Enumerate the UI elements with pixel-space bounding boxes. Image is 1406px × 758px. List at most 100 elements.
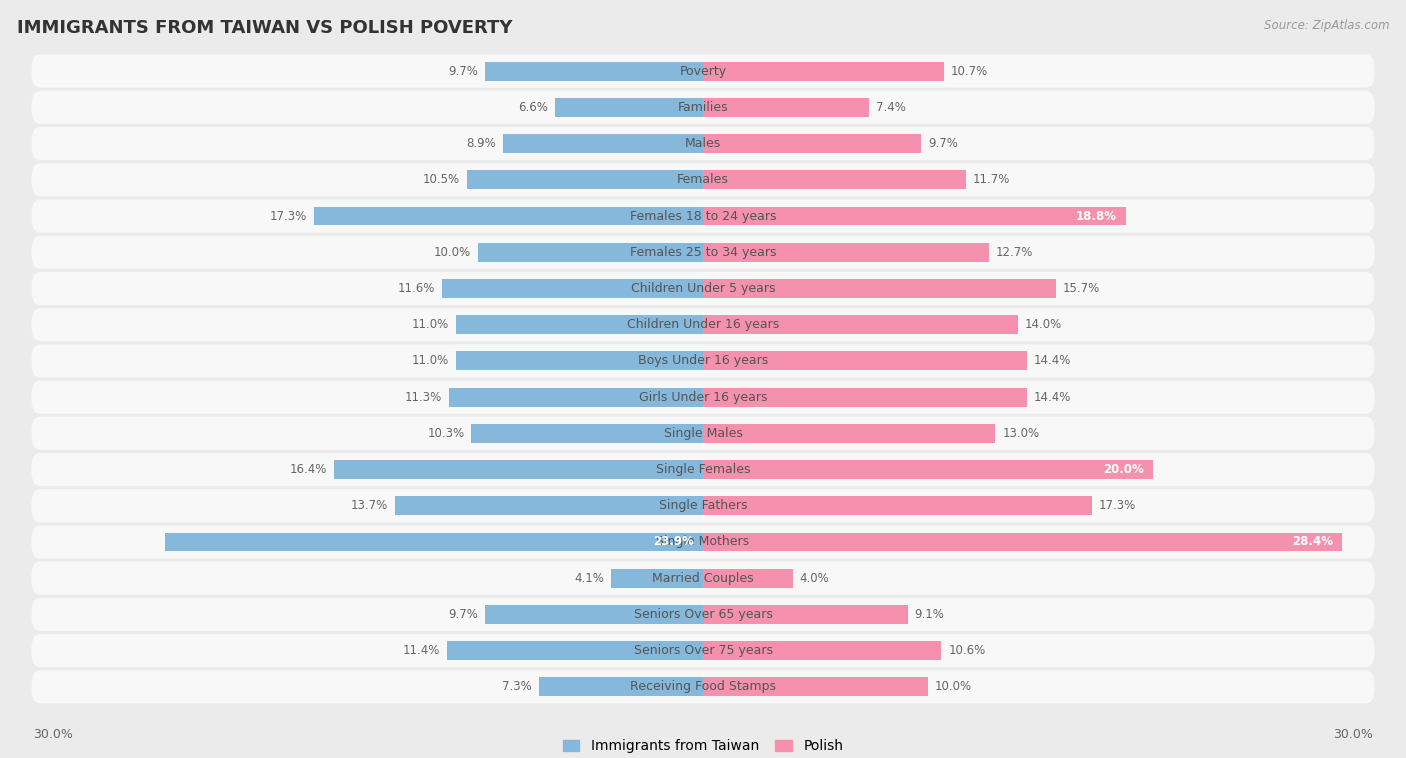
Text: 15.7%: 15.7%	[1063, 282, 1099, 295]
FancyBboxPatch shape	[31, 453, 1375, 486]
FancyBboxPatch shape	[31, 199, 1375, 233]
Bar	[703, 61, 943, 80]
Bar	[335, 460, 703, 479]
FancyBboxPatch shape	[31, 634, 1375, 667]
Bar	[166, 533, 703, 551]
Bar	[703, 134, 921, 153]
Bar	[703, 279, 1056, 298]
Text: Seniors Over 75 years: Seniors Over 75 years	[634, 644, 772, 657]
Text: 17.3%: 17.3%	[1099, 500, 1136, 512]
Text: 20.0%: 20.0%	[1104, 463, 1144, 476]
FancyBboxPatch shape	[31, 670, 1375, 703]
FancyBboxPatch shape	[31, 308, 1375, 341]
FancyBboxPatch shape	[31, 381, 1375, 414]
Bar	[703, 496, 1092, 515]
Text: 30.0%: 30.0%	[1333, 728, 1374, 741]
Text: 11.6%: 11.6%	[398, 282, 436, 295]
Legend: Immigrants from Taiwan, Polish: Immigrants from Taiwan, Polish	[562, 739, 844, 753]
Text: Single Fathers: Single Fathers	[659, 500, 747, 512]
Text: Single Mothers: Single Mothers	[657, 535, 749, 549]
Text: Single Females: Single Females	[655, 463, 751, 476]
Text: 14.4%: 14.4%	[1033, 355, 1071, 368]
Text: Males: Males	[685, 137, 721, 150]
FancyBboxPatch shape	[31, 236, 1375, 269]
Text: 30.0%: 30.0%	[32, 728, 73, 741]
Bar	[478, 243, 703, 262]
Text: 7.4%: 7.4%	[876, 101, 905, 114]
Text: 13.0%: 13.0%	[1002, 427, 1039, 440]
Text: Children Under 5 years: Children Under 5 years	[631, 282, 775, 295]
Bar	[471, 424, 703, 443]
Text: Boys Under 16 years: Boys Under 16 years	[638, 355, 768, 368]
Text: Girls Under 16 years: Girls Under 16 years	[638, 390, 768, 403]
Text: 11.3%: 11.3%	[405, 390, 441, 403]
Text: 10.3%: 10.3%	[427, 427, 464, 440]
Bar	[456, 352, 703, 371]
Text: 10.5%: 10.5%	[423, 174, 460, 186]
Text: 13.7%: 13.7%	[352, 500, 388, 512]
Text: 14.0%: 14.0%	[1025, 318, 1062, 331]
Bar	[456, 315, 703, 334]
Bar	[703, 568, 793, 587]
Text: Females 25 to 34 years: Females 25 to 34 years	[630, 246, 776, 258]
Text: 11.4%: 11.4%	[402, 644, 440, 657]
FancyBboxPatch shape	[31, 163, 1375, 196]
Bar	[441, 279, 703, 298]
FancyBboxPatch shape	[31, 272, 1375, 305]
Text: 11.7%: 11.7%	[973, 174, 1011, 186]
Text: Seniors Over 65 years: Seniors Over 65 years	[634, 608, 772, 621]
Bar	[703, 171, 966, 190]
Text: Poverty: Poverty	[679, 64, 727, 77]
Bar	[449, 387, 703, 406]
Bar	[703, 678, 928, 697]
FancyBboxPatch shape	[31, 91, 1375, 124]
Text: 10.0%: 10.0%	[434, 246, 471, 258]
Text: 9.7%: 9.7%	[449, 608, 478, 621]
Text: 14.4%: 14.4%	[1033, 390, 1071, 403]
Bar	[503, 134, 703, 153]
Bar	[485, 605, 703, 624]
FancyBboxPatch shape	[31, 525, 1375, 559]
Text: IMMIGRANTS FROM TAIWAN VS POLISH POVERTY: IMMIGRANTS FROM TAIWAN VS POLISH POVERTY	[17, 19, 512, 37]
FancyBboxPatch shape	[31, 598, 1375, 631]
Text: 4.0%: 4.0%	[800, 572, 830, 584]
FancyBboxPatch shape	[31, 344, 1375, 377]
Bar	[703, 605, 908, 624]
Text: 10.7%: 10.7%	[950, 64, 987, 77]
FancyBboxPatch shape	[31, 489, 1375, 522]
Bar	[703, 352, 1026, 371]
Text: 9.7%: 9.7%	[928, 137, 957, 150]
FancyBboxPatch shape	[31, 127, 1375, 160]
Bar	[554, 98, 703, 117]
Bar	[703, 207, 1126, 225]
Bar	[485, 61, 703, 80]
Bar	[703, 533, 1341, 551]
Bar	[467, 171, 703, 190]
Text: 10.0%: 10.0%	[935, 681, 972, 694]
Bar	[314, 207, 703, 225]
Bar	[703, 424, 995, 443]
Text: Females 18 to 24 years: Females 18 to 24 years	[630, 209, 776, 223]
Text: Females: Females	[678, 174, 728, 186]
Text: 9.1%: 9.1%	[914, 608, 945, 621]
Text: 28.4%: 28.4%	[1292, 535, 1333, 549]
Text: 12.7%: 12.7%	[995, 246, 1033, 258]
Text: 17.3%: 17.3%	[270, 209, 307, 223]
Text: 23.9%: 23.9%	[654, 535, 695, 549]
Bar	[703, 460, 1153, 479]
Bar	[395, 496, 703, 515]
Text: 9.7%: 9.7%	[449, 64, 478, 77]
Text: 18.8%: 18.8%	[1076, 209, 1116, 223]
FancyBboxPatch shape	[31, 562, 1375, 595]
Text: 11.0%: 11.0%	[412, 355, 449, 368]
Bar	[703, 98, 869, 117]
Text: Children Under 16 years: Children Under 16 years	[627, 318, 779, 331]
Bar	[703, 641, 942, 660]
Bar	[447, 641, 703, 660]
Text: 11.0%: 11.0%	[412, 318, 449, 331]
Text: Receiving Food Stamps: Receiving Food Stamps	[630, 681, 776, 694]
Text: 6.6%: 6.6%	[517, 101, 548, 114]
Text: 7.3%: 7.3%	[502, 681, 531, 694]
Text: 16.4%: 16.4%	[290, 463, 328, 476]
Bar	[610, 568, 703, 587]
